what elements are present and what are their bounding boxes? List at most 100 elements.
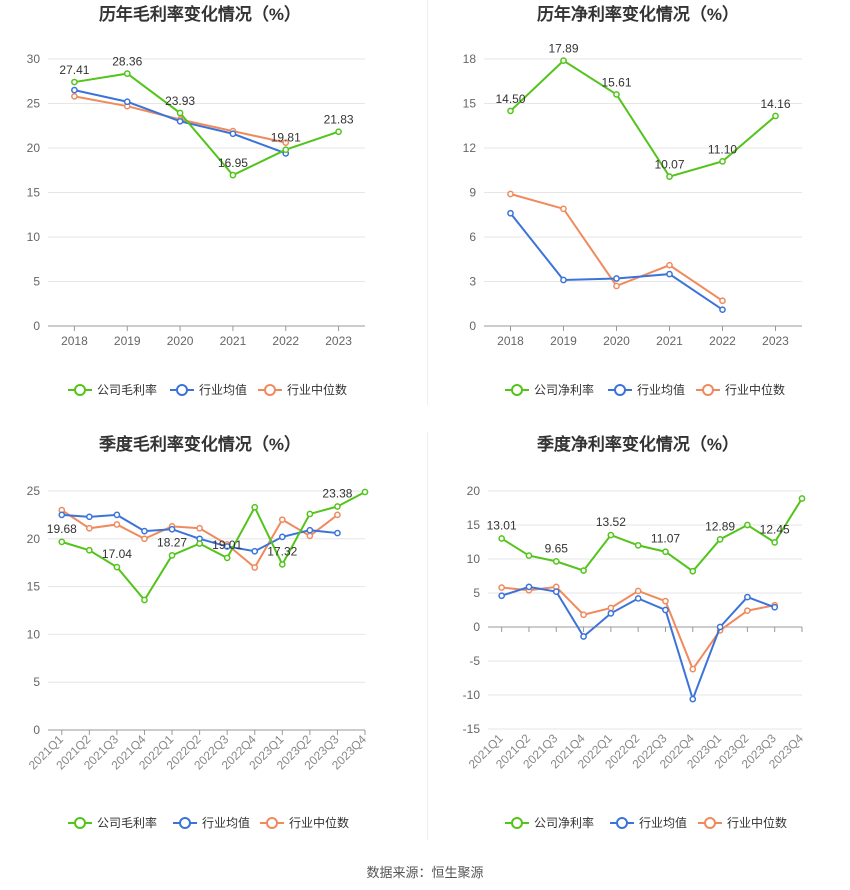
data-point xyxy=(798,495,806,502)
data-point xyxy=(251,547,259,555)
data-point xyxy=(196,524,203,532)
data-point xyxy=(662,548,669,556)
data-label: 16.95 xyxy=(218,156,248,170)
data-point xyxy=(251,503,259,511)
y-tick-label: 25 xyxy=(27,97,41,111)
data-point xyxy=(560,276,567,284)
data-point xyxy=(282,146,290,154)
y-tick-label: 5 xyxy=(33,675,40,689)
y-tick-label: 15 xyxy=(27,186,41,200)
legend-swatch-marker xyxy=(264,384,276,396)
data-point xyxy=(552,558,560,565)
data-label: 13.52 xyxy=(596,515,626,529)
data-point xyxy=(141,535,148,543)
data-point xyxy=(744,593,751,601)
data-point xyxy=(58,511,66,519)
data-label: 19.01 xyxy=(212,538,242,552)
data-point xyxy=(498,535,506,542)
chart-title: 季度毛利率变化情况（%） xyxy=(99,434,301,454)
series-line-company-series xyxy=(74,72,339,177)
series-line-industry-average xyxy=(509,212,724,311)
legend-swatch-marker xyxy=(74,384,86,396)
y-tick-label: 0 xyxy=(33,723,40,737)
legend-label: 行业均值 xyxy=(199,382,247,397)
data-point xyxy=(580,633,587,640)
data-point xyxy=(306,526,314,534)
legend-swatch-marker xyxy=(511,384,523,396)
legend-company-series: 公司净利率 xyxy=(505,382,594,397)
data-point xyxy=(772,112,779,120)
data-point xyxy=(771,603,779,611)
data-point xyxy=(716,623,724,631)
data-point xyxy=(85,546,93,554)
legend-label: 公司毛利率 xyxy=(97,815,157,830)
data-point xyxy=(560,205,567,213)
legend-industry-average: 行业均值 xyxy=(173,815,250,830)
data-point xyxy=(85,513,93,521)
y-tick-label: 0 xyxy=(473,620,480,634)
data-point xyxy=(176,117,184,125)
y-tick-label: 25 xyxy=(27,484,41,498)
data-point xyxy=(123,98,131,106)
y-tick-label: 6 xyxy=(469,230,476,244)
legend-label: 行业均值 xyxy=(637,382,685,397)
data-point xyxy=(229,171,237,179)
chart-content: 历年毛利率变化情况（%） 0 5 10 15 20 25 30 2018 2019 2020 2021… xyxy=(27,4,365,397)
panel-divider-vertical xyxy=(427,432,428,840)
y-tick-label: -10 xyxy=(463,688,481,702)
data-point xyxy=(744,607,751,615)
data-point xyxy=(176,109,184,117)
data-point xyxy=(560,57,567,64)
y-tick-label: 15 xyxy=(463,97,477,111)
legend-swatch-marker xyxy=(179,817,191,829)
data-label: 18.27 xyxy=(157,535,187,549)
legend-label: 行业均值 xyxy=(639,815,687,830)
legend-industry-median: 行业中位数 xyxy=(698,815,787,830)
y-tick-label: 15 xyxy=(467,518,481,532)
data-point xyxy=(634,542,642,549)
data-point xyxy=(223,554,231,562)
data-label: 23.38 xyxy=(322,486,352,500)
chart-quarterly-gross-margin: 季度毛利率变化情况（%）05101520252021Q12021Q22021Q3… xyxy=(26,434,370,830)
legend-swatch-marker xyxy=(616,817,628,829)
x-tick-label: 2021 xyxy=(220,334,247,348)
data-point xyxy=(113,511,121,519)
data-point xyxy=(771,538,779,546)
legend-industry-average: 行业均值 xyxy=(608,382,685,397)
chart-title: 历年毛利率变化情况（%） xyxy=(99,4,301,24)
legend-label: 行业中位数 xyxy=(287,382,347,397)
data-label: 21.83 xyxy=(324,113,354,127)
y-tick-label: 3 xyxy=(469,275,476,289)
data-label: 11.07 xyxy=(651,532,680,546)
y-tick-label: 5 xyxy=(33,275,40,289)
legend-swatch-marker xyxy=(704,817,716,829)
y-tick-label: 20 xyxy=(27,532,41,546)
series-line-company-series xyxy=(509,59,777,178)
data-point xyxy=(507,190,514,198)
data-point xyxy=(552,588,560,595)
series-line-company-series xyxy=(61,491,366,602)
x-tick-label: 2023 xyxy=(762,334,789,348)
chart-quarterly-net-margin: 季度净利率变化情况（%）-15-10-5051015202021Q12021Q2… xyxy=(463,434,807,830)
data-point xyxy=(278,516,286,524)
x-tick-label: 2022 xyxy=(272,334,299,348)
legend-swatch-marker xyxy=(511,817,523,829)
chart-annual-net-margin: 历年净利率变化情况（%） 0 3 6 9 12 15 18 2018 2019 2020 2021 20… xyxy=(463,4,802,397)
legend-industry-median: 行业中位数 xyxy=(260,815,349,830)
chart-panel-quarterly-gross-margin: 季度毛利率变化情况（%） 0 5 10 15 20 25 2021Q1 2021Q2 2021Q3… xyxy=(0,430,427,850)
data-point xyxy=(580,567,587,574)
data-point xyxy=(278,533,286,541)
x-tick-label: 2019 xyxy=(550,334,577,348)
data-label: 17.32 xyxy=(267,544,297,558)
data-point xyxy=(251,564,259,571)
data-point xyxy=(525,583,533,591)
chart-content: 历年净利率变化情况（%） 0 3 6 9 12 15 18 2018 2019 2020 2021 20… xyxy=(463,4,802,397)
data-label: 28.36 xyxy=(112,55,142,69)
x-tick-label: 2020 xyxy=(603,334,630,348)
x-tick-label: 2020 xyxy=(167,334,194,348)
data-point xyxy=(607,604,615,612)
legend-label: 行业中位数 xyxy=(725,382,785,397)
legend-label: 公司毛利率 xyxy=(97,382,157,397)
data-point xyxy=(196,540,203,547)
data-label: 17.89 xyxy=(548,42,578,56)
